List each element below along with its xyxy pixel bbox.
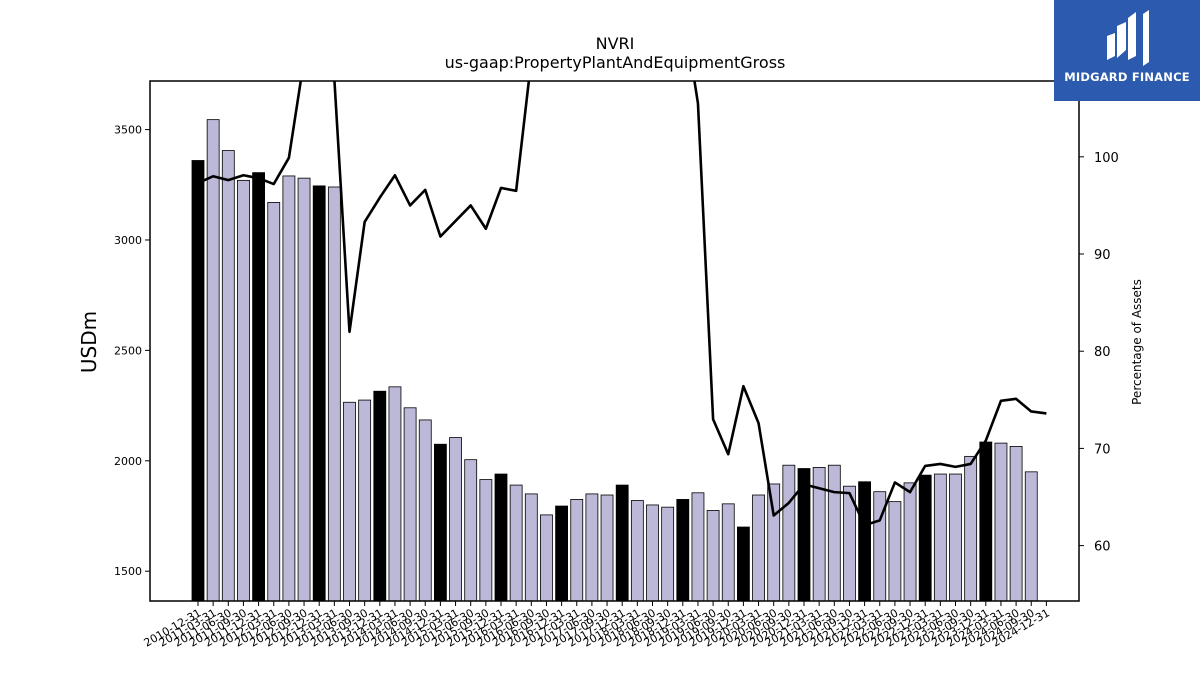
bar-2015-06-30 xyxy=(464,459,478,602)
bar-2014-06-30 xyxy=(403,407,417,602)
bar-2016-09-30 xyxy=(540,514,553,602)
bar-2011-06-30 xyxy=(221,150,235,602)
y-tick-label: 3500 xyxy=(114,124,142,137)
y-tick-label: 2000 xyxy=(114,455,142,468)
bar-2012-09-30 xyxy=(297,177,311,602)
bar-2024-09-30 xyxy=(1024,471,1038,602)
bar-2015-03-31 xyxy=(449,437,462,602)
bar-2017-12-31 xyxy=(615,484,629,602)
bar-2020-03-31 xyxy=(752,494,765,602)
bar-2015-12-31 xyxy=(494,473,508,602)
bar-2023-12-31 xyxy=(979,441,993,602)
bar-2017-03-31 xyxy=(570,499,584,602)
bar-2022-09-30 xyxy=(903,482,917,602)
bar-2023-09-30 xyxy=(964,455,978,602)
chart-subtitle: us-gaap:PropertyPlantAndEquipmentGross xyxy=(445,53,786,72)
bar-2021-12-31 xyxy=(858,481,871,602)
y2-tick-label: 60 xyxy=(1094,540,1111,555)
bar-2015-09-30 xyxy=(479,479,493,602)
bar-2018-03-31 xyxy=(630,500,644,602)
bar-2018-12-31 xyxy=(676,499,690,602)
bar-2013-09-30 xyxy=(358,399,372,602)
bar-2019-03-31 xyxy=(691,492,705,602)
bar-2024-03-31 xyxy=(994,442,1008,602)
bar-2010-12-31 xyxy=(191,160,205,602)
logo-text: MIDGARD FINANCE xyxy=(1064,70,1190,84)
y2-axis-label: Percentage of Assets xyxy=(1130,279,1144,405)
bar-2017-06-30 xyxy=(585,493,599,602)
percentage-of-assets-line xyxy=(197,81,1047,527)
bar-2012-12-31 xyxy=(312,185,326,602)
y2-tick-label: 90 xyxy=(1094,248,1111,263)
bar-2014-03-31 xyxy=(388,386,402,602)
bar-2016-06-30 xyxy=(524,493,538,602)
bar-2012-03-31 xyxy=(267,202,281,602)
bar-2012-06-30 xyxy=(282,175,296,602)
bar-2019-12-31 xyxy=(737,526,750,602)
y2-tick-label: 70 xyxy=(1094,442,1111,457)
y2-tick-label: 80 xyxy=(1094,345,1111,360)
y-tick-label: 2500 xyxy=(114,344,142,357)
bar-2022-12-31 xyxy=(918,474,932,602)
line-layer xyxy=(197,81,1047,527)
y2-tick-label: 100 xyxy=(1094,151,1119,166)
bar-2014-09-30 xyxy=(418,419,432,602)
bar-2018-06-30 xyxy=(646,504,659,602)
bar-2024-06-30 xyxy=(1009,446,1023,602)
bar-2011-09-30 xyxy=(237,179,250,602)
bar-2022-06-30 xyxy=(888,501,902,602)
bars-group xyxy=(191,119,1038,602)
bar-2016-03-31 xyxy=(509,484,523,602)
axes-group: 15002000250030003500607080901002010-12-3… xyxy=(114,80,1119,650)
bar-2021-06-30 xyxy=(827,464,841,602)
bar-2020-09-30 xyxy=(782,464,796,602)
bar-2014-12-31 xyxy=(433,443,447,602)
bar-2013-06-30 xyxy=(343,401,356,602)
y-tick-label: 1500 xyxy=(114,565,142,578)
bar-2019-09-30 xyxy=(721,503,735,602)
bar-2013-03-31 xyxy=(327,186,341,602)
bar-2020-06-30 xyxy=(767,483,781,602)
bar-2011-12-31 xyxy=(252,172,266,602)
bar-2019-06-30 xyxy=(706,510,720,602)
midgard-finance-logo: MIDGARD FINANCE xyxy=(1054,0,1200,101)
y-axis-label: USDm xyxy=(77,311,101,373)
logo-mark-icon xyxy=(1107,10,1149,66)
bar-2023-03-31 xyxy=(933,473,947,602)
bar-2016-12-31 xyxy=(555,505,568,602)
bar-2013-12-31 xyxy=(373,390,387,602)
bar-2018-09-30 xyxy=(661,506,675,602)
bar-2023-06-30 xyxy=(949,473,962,602)
plot-frame xyxy=(149,80,1080,602)
y-tick-label: 3000 xyxy=(114,234,142,247)
bar-2011-03-31 xyxy=(206,119,220,602)
chart-title: NVRI xyxy=(596,34,635,53)
bar-2017-09-30 xyxy=(600,494,614,602)
